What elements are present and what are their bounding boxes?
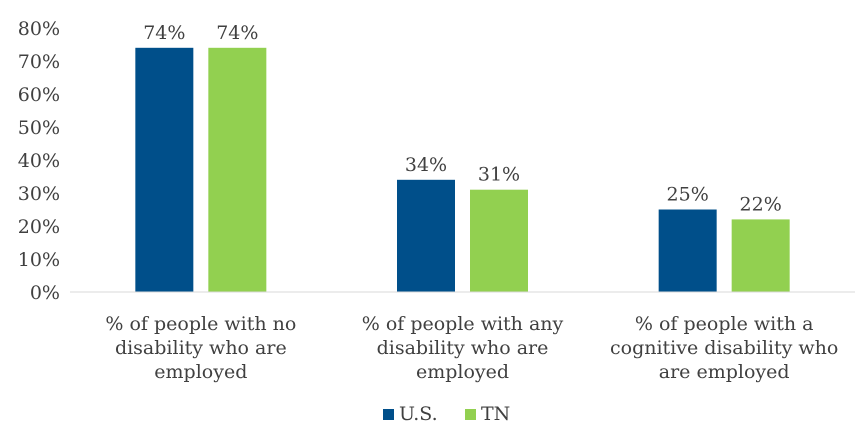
bar-us-1 xyxy=(397,179,455,292)
x-category-label: are employed xyxy=(659,361,790,383)
bar-tn-2 xyxy=(731,219,790,292)
y-tick-label: 10% xyxy=(18,249,60,271)
y-tick-label: 80% xyxy=(18,18,60,40)
data-label: 74% xyxy=(216,22,258,44)
y-tick-label: 30% xyxy=(18,183,60,205)
data-label: 22% xyxy=(740,193,782,215)
bar-us-2 xyxy=(658,209,717,292)
x-category-label: employed xyxy=(154,361,247,383)
bar-tn-0 xyxy=(208,47,267,292)
y-tick-label: 0% xyxy=(30,282,60,304)
data-label: 34% xyxy=(405,154,447,176)
data-label: 31% xyxy=(478,164,520,186)
x-category-label: % of people with no xyxy=(105,313,296,335)
legend-label: U.S. xyxy=(399,403,438,425)
bars xyxy=(135,47,790,292)
x-category-label: disability who are xyxy=(115,337,287,359)
legend-swatch-us xyxy=(383,409,394,420)
data-label: 74% xyxy=(143,22,185,44)
legend-swatch-tn xyxy=(465,409,476,420)
legend-label: TN xyxy=(481,403,510,425)
y-tick-label: 20% xyxy=(18,216,60,238)
bar-us-0 xyxy=(135,47,194,292)
x-category-label: disability who are xyxy=(377,337,549,359)
y-tick-label: 50% xyxy=(18,117,60,139)
y-axis: 0% 10% 20% 30% 40% 50% 60% 70% 80% xyxy=(18,18,60,304)
y-tick-label: 60% xyxy=(18,84,60,106)
bar-tn-1 xyxy=(470,189,528,292)
x-category-label: % of people with a xyxy=(635,313,814,335)
legend: U.S. TN xyxy=(383,403,510,425)
x-category-label: cognitive disability who xyxy=(610,337,838,359)
y-tick-label: 40% xyxy=(18,150,60,172)
data-labels: 74% 74% 34% 31% 25% 22% xyxy=(143,22,782,216)
x-category-label: employed xyxy=(416,361,509,383)
data-label: 25% xyxy=(667,184,709,206)
x-category-label: % of people with any xyxy=(362,313,564,335)
y-tick-label: 70% xyxy=(18,51,60,73)
